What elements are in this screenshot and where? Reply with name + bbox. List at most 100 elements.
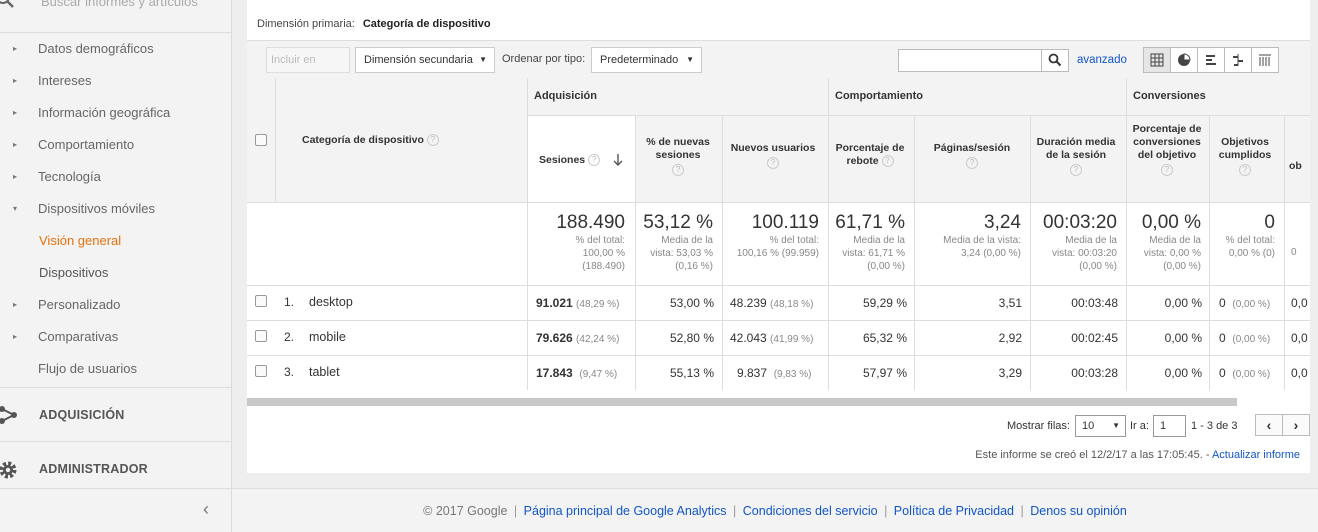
cell-value: 0: [1219, 331, 1226, 345]
primary-dimension-value: Categoría de dispositivo: [362, 18, 491, 30]
row-goal-value-partial: 0,0: [1291, 366, 1308, 380]
select-all-checkbox[interactable]: [255, 134, 267, 146]
row-checkbox[interactable]: [255, 365, 267, 377]
grid-line: [635, 115, 636, 390]
footer-link-privacy[interactable]: Política de Privacidad: [893, 504, 1014, 518]
pie-view-button[interactable]: [1170, 47, 1198, 73]
row-device-link[interactable]: mobile: [309, 330, 346, 344]
row-device-link[interactable]: tablet: [309, 365, 340, 379]
col-header-label: Nuevos usuarios: [730, 142, 816, 154]
help-icon[interactable]: ?: [1161, 164, 1173, 176]
performance-view-button[interactable]: [1197, 47, 1225, 73]
sidebar-section-admin[interactable]: ADMINISTRADOR: [0, 441, 231, 495]
sidebar-item-custom[interactable]: ▸ Personalizado: [0, 289, 231, 321]
total-caption: (188.490): [582, 261, 625, 272]
sidebar-item-geo[interactable]: ▸ Información geográfica: [0, 97, 231, 129]
help-icon[interactable]: ?: [767, 157, 779, 169]
col-header-avg-duration[interactable]: Duración media de la sesión?: [1033, 136, 1119, 176]
row-goal-conv-rate: 0,00 %: [1164, 366, 1202, 380]
row-index: 1.: [284, 295, 295, 309]
help-icon[interactable]: ?: [1070, 164, 1082, 176]
sidebar-item-technology[interactable]: ▸ Tecnología: [0, 161, 231, 193]
grid-line: [914, 115, 915, 390]
sort-type-dropdown[interactable]: Predeterminado ▼: [591, 47, 702, 73]
primary-dimension-label: Dimensión primaria:: [257, 18, 355, 30]
row-goal-value-partial: 0,0: [1291, 296, 1308, 310]
help-icon[interactable]: ?: [588, 154, 601, 167]
total-caption: 0,00 % (0): [1228, 248, 1275, 259]
cell-value: 9.837: [737, 366, 768, 380]
report-created-note: Este informe se creó el 12/2/17 a las 17…: [975, 449, 1300, 461]
sidebar-item-demographics[interactable]: ▸ Datos demográficos: [0, 33, 231, 65]
row-goal-completions: 0 (0,00 %): [1219, 296, 1270, 310]
prev-page-button[interactable]: ‹: [1255, 414, 1283, 436]
help-icon[interactable]: ?: [966, 157, 978, 169]
col-header-sessions[interactable]: Sesiones ?: [529, 154, 633, 167]
col-header-label: Porcentaje de rebote: [835, 142, 905, 167]
col-header-new-sessions-pct[interactable]: % de nuevas sesiones?: [637, 136, 719, 176]
sidebar-section-acquisition[interactable]: ADQUISICIÓN: [0, 387, 231, 441]
row-bounce-rate: 65,32 %: [862, 331, 907, 345]
pivot-view-button[interactable]: [1251, 47, 1279, 73]
goto-page-input[interactable]: 1: [1153, 415, 1186, 437]
footer-link-home[interactable]: Página principal de Google Analytics: [523, 504, 727, 518]
table-view-icon: [1150, 53, 1164, 67]
sidebar-item-overview[interactable]: Visión general: [0, 225, 231, 257]
grid-line: [1126, 78, 1127, 390]
col-header-device-category[interactable]: Categoría de dispositivo ?: [275, 134, 527, 147]
row-new-sessions-pct: 53,00 %: [669, 296, 714, 310]
data-table: Adquisición Comportamiento Conversiones …: [247, 78, 1310, 390]
cell-value: 42.043: [730, 331, 767, 345]
col-header-bounce-rate[interactable]: Porcentaje de rebote ?: [829, 142, 911, 168]
sidebar-item-benchmarking[interactable]: ▸ Comparativas: [0, 321, 231, 353]
col-header-goal-value[interactable]: ob: [1289, 160, 1302, 172]
sidebar-collapse[interactable]: ‹: [0, 488, 231, 532]
total-caption: Media de la: [1065, 235, 1117, 246]
horizontal-scrollbar[interactable]: [247, 398, 1237, 406]
col-header-label: Porcentaje de conversiones del objetivo: [1132, 123, 1202, 161]
table-search-button[interactable]: [1041, 50, 1068, 71]
refresh-report-link[interactable]: Actualizar informe: [1211, 449, 1300, 461]
show-rows-select[interactable]: 10 ▼: [1075, 415, 1126, 437]
include-in-chart-button[interactable]: Incluir en gráfico: [266, 47, 350, 90]
col-header-goal-conv-rate[interactable]: Porcentaje de conversiones del objetivo?: [1129, 123, 1205, 176]
sidebar-item-mobile[interactable]: ▾ Dispositivos móviles: [0, 193, 231, 225]
report-note-text: Este informe se creó el 12/2/17 a las 17…: [975, 449, 1210, 461]
row-checkbox[interactable]: [255, 330, 267, 342]
footer-link-feedback[interactable]: Denos su opinión: [1030, 504, 1127, 518]
table-view-button[interactable]: [1143, 47, 1171, 73]
table-header-bg: [247, 78, 1310, 202]
sidebar-item-behavior[interactable]: ▸ Comportamiento: [0, 129, 231, 161]
help-icon[interactable]: ?: [881, 155, 894, 168]
row-sessions: 91.021 (48,29 %): [536, 296, 619, 310]
chevron-left-icon[interactable]: ‹: [203, 499, 209, 519]
search-placeholder[interactable]: Buscar informes y artículos: [41, 0, 198, 9]
grid-line: [1284, 115, 1285, 390]
advanced-filter-link[interactable]: avanzado: [1077, 54, 1127, 66]
secondary-dimension-dropdown[interactable]: Dimensión secundaria ▼: [355, 47, 495, 73]
table-search-input[interactable]: [898, 49, 1069, 72]
sidebar-item-interests[interactable]: ▸ Intereses: [0, 65, 231, 97]
col-header-new-users[interactable]: Nuevos usuarios?: [725, 142, 821, 169]
sidebar-item-users-flow[interactable]: Flujo de usuarios: [0, 353, 231, 385]
expand-arrow-icon: ▸: [13, 108, 18, 117]
col-header-label: Categoría de dispositivo: [302, 134, 424, 146]
col-header-goal-completions[interactable]: Objetivos cumplidos?: [1211, 136, 1279, 176]
comparison-view-button[interactable]: [1224, 47, 1252, 73]
sidebar-item-label: Tecnología: [38, 169, 101, 184]
col-header-pages-session[interactable]: Páginas/sesión?: [917, 142, 1027, 169]
help-icon[interactable]: ?: [426, 134, 439, 147]
sidebar-item-devices[interactable]: Dispositivos: [0, 257, 231, 289]
footer: © 2017 Google | Página principal de Goog…: [232, 488, 1318, 532]
footer-link-terms[interactable]: Condiciones del servicio: [742, 504, 878, 518]
grid-line: [247, 355, 1310, 356]
help-icon[interactable]: ?: [1239, 164, 1251, 176]
row-checkbox[interactable]: [255, 295, 267, 307]
grid-line: [247, 202, 1310, 203]
sidebar-search[interactable]: Buscar informes y artículos: [0, 0, 231, 33]
total-caption: Media de la: [853, 235, 905, 246]
row-device-link[interactable]: desktop: [309, 295, 353, 309]
help-icon[interactable]: ?: [672, 164, 684, 176]
next-page-button[interactable]: ›: [1282, 414, 1310, 436]
cell-value: 48.239: [730, 296, 767, 310]
